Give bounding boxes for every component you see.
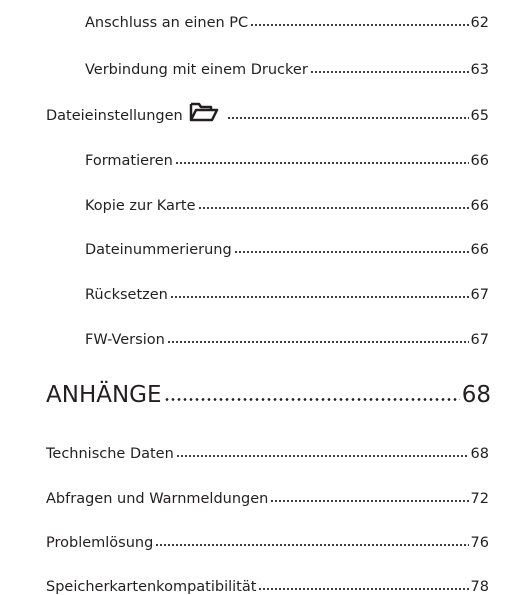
- toc-entry: FW-Version 67: [85, 326, 489, 348]
- entry-page: 63: [470, 62, 489, 78]
- toc-entry: Abfragen und Warnmeldungen 72: [46, 485, 489, 507]
- section-page: 68: [461, 382, 491, 408]
- toc-entry: Dateieinstellungen 65: [46, 102, 489, 124]
- leader: [175, 448, 469, 458]
- leader: [233, 244, 469, 254]
- entry-page: 65: [470, 108, 489, 124]
- leader: [169, 289, 469, 299]
- leader: [197, 200, 469, 210]
- entry-label: Speicherkartenkompatibilität: [46, 579, 257, 595]
- entry-page: 67: [470, 332, 489, 348]
- entry-label: FW-Version: [85, 332, 165, 348]
- entry-label: Rücksetzen: [85, 287, 168, 303]
- toc-entry: Technische Daten 68: [46, 440, 489, 462]
- entry-label: Verbindung mit einem Drucker: [85, 62, 308, 78]
- leader: [166, 334, 469, 344]
- toc-entry: Rücksetzen 67: [85, 281, 489, 303]
- entry-page: 76: [470, 535, 489, 551]
- leader: [258, 581, 469, 591]
- leader: [309, 64, 469, 74]
- section-label: ANHÄNGE: [46, 382, 162, 408]
- leader: [155, 537, 469, 547]
- toc-entry: Formatieren 66: [85, 147, 489, 169]
- toc-entry: Problemlösung 76: [46, 529, 489, 551]
- entry-label: Technische Daten: [46, 446, 174, 462]
- entry-page: 66: [470, 153, 489, 169]
- leader: [226, 110, 469, 120]
- entry-label: Anschluss an einen PC: [85, 15, 249, 31]
- entry-label: Formatieren: [85, 153, 173, 169]
- entry-page: 67: [470, 287, 489, 303]
- leader: [174, 155, 469, 165]
- entry-page: 72: [470, 491, 489, 507]
- entry-label: Kopie zur Karte: [85, 198, 196, 214]
- leader: [270, 493, 469, 503]
- entry-label: Dateieinstellungen: [46, 108, 183, 124]
- toc-entry: Anschluss an einen PC 62: [85, 9, 489, 31]
- entry-page: 66: [470, 242, 489, 258]
- toc-entry: Verbindung mit einem Drucker 63: [85, 56, 489, 78]
- toc-entry: Kopie zur Karte 66: [85, 192, 489, 214]
- leader: [163, 390, 460, 402]
- entry-label: Abfragen und Warnmeldungen: [46, 491, 269, 507]
- entry-page: 78: [470, 579, 489, 595]
- toc-entry: Speicherkartenkompatibilität 78: [46, 573, 489, 595]
- leader: [250, 17, 469, 27]
- entry-page: 68: [470, 446, 489, 462]
- folder-icon: [189, 102, 218, 122]
- entry-label: Dateinummerierung: [85, 242, 232, 258]
- toc-entry: Dateinummerierung 66: [85, 236, 489, 258]
- entry-page: 66: [470, 198, 489, 214]
- entry-label: Problemlösung: [46, 535, 154, 551]
- entry-page: 62: [470, 15, 489, 31]
- toc-section: ANHÄNGE 68: [46, 376, 491, 408]
